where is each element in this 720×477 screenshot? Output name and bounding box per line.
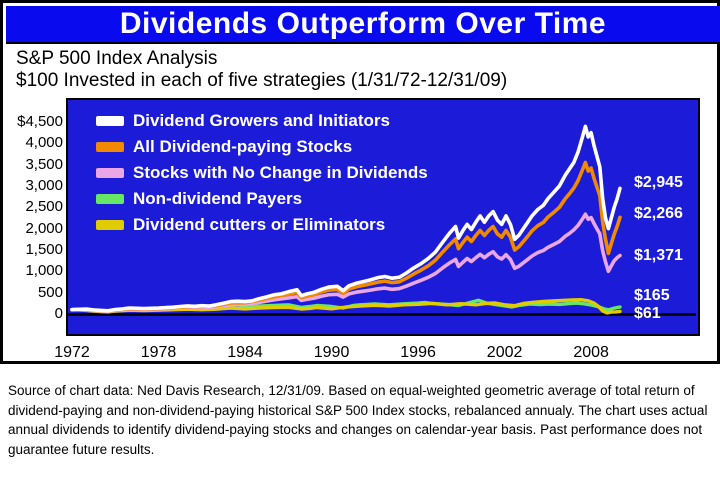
legend-label: All Dividend-paying Stocks — [133, 137, 353, 156]
legend-swatch-icon — [96, 220, 124, 230]
x-axis-label: 1978 — [140, 344, 177, 361]
y-axis-label: 0 — [54, 305, 63, 322]
x-axis-label: 2002 — [486, 344, 523, 361]
x-axis-label: 1990 — [313, 344, 350, 361]
series-line — [70, 124, 622, 313]
legend-label: Dividend Growers and Initiators — [133, 111, 390, 130]
legend-swatch-icon — [96, 168, 124, 178]
legend-row: All Dividend-paying Stocks — [96, 136, 352, 158]
subtitle-invested: $100 Invested in each of five strategies… — [16, 70, 508, 91]
end-value-label: $2,266 — [634, 205, 683, 223]
legend-row: Stocks with No Change in Dividends — [96, 162, 428, 184]
y-axis-label: 2,000 — [25, 219, 63, 237]
y-axis-label: 1,000 — [25, 262, 63, 280]
y-axis-label: 500 — [37, 283, 63, 301]
y-axis-label: 3,000 — [25, 177, 63, 194]
y-axis-label: $4,500 — [17, 113, 63, 130]
subtitle-index-analysis: S&P 500 Index Analysis — [16, 48, 218, 69]
y-axis-label: 3,500 — [25, 155, 63, 173]
y-axis-label: 4,000 — [25, 134, 63, 152]
legend-swatch-icon — [96, 142, 124, 152]
legend-swatch-icon — [96, 194, 124, 204]
chart-plot-area: Dividend Growers and Initiators All Divid… — [66, 98, 700, 336]
legend-label: Non-dividend Payers — [133, 189, 303, 208]
source-disclosure-text: Source of chart data: Ned Davis Research… — [8, 383, 708, 457]
end-value-label: $165 — [634, 286, 670, 304]
x-axis-label: 1972 — [54, 344, 90, 361]
legend-label: Stocks with No Change in Dividends — [133, 163, 428, 182]
title-bar: Dividends Outperform Over Time — [6, 6, 720, 44]
y-axis-label: 1,500 — [25, 241, 63, 258]
legend-row: Dividend Growers and Initiators — [96, 110, 390, 132]
legend-row: Non-dividend Payers — [96, 188, 302, 210]
legend-row: Dividend cutters or Eliminators — [96, 214, 385, 236]
end-value-label: $1,371 — [634, 246, 683, 264]
legend-label: Dividend cutters or Eliminators — [133, 215, 386, 234]
end-value-label: $61 — [634, 305, 661, 323]
x-axis-label: 1996 — [400, 344, 436, 361]
x-axis-label: 1984 — [227, 344, 263, 361]
x-axis-label: 2008 — [573, 344, 609, 361]
page-title: Dividends Outperform Over Time — [119, 7, 607, 40]
end-value-label: $2,945 — [634, 174, 683, 192]
chart-panel: Dividends Outperform Over Time S&P 500 I… — [0, 0, 720, 364]
chart-canvas — [68, 124, 696, 316]
legend-swatch-icon — [96, 116, 124, 126]
y-axis-label: 2,500 — [25, 198, 63, 216]
